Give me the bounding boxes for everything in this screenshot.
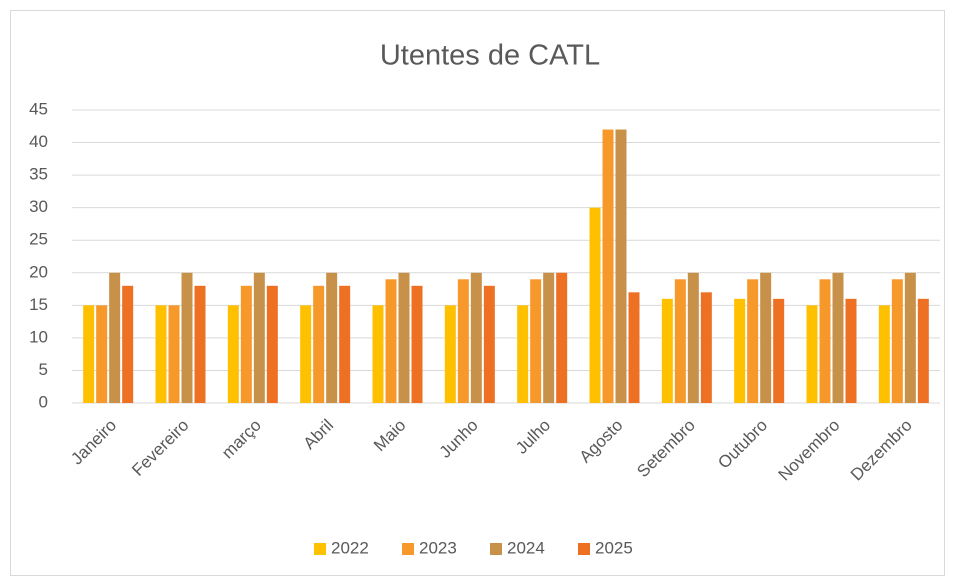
bar: [589, 207, 601, 403]
bar: [83, 305, 95, 403]
bar: [326, 272, 338, 403]
bar: [372, 305, 384, 403]
bar: [819, 279, 831, 403]
legend-swatch: [314, 543, 326, 555]
y-tick-label: 25: [29, 230, 48, 249]
bar: [687, 272, 699, 403]
bar: [615, 129, 627, 404]
bar: [122, 285, 134, 403]
bar: [457, 279, 469, 403]
bar: [411, 285, 423, 403]
bar: [300, 305, 312, 403]
bar: [832, 272, 844, 403]
y-tick-label: 45: [29, 99, 48, 118]
bar: [517, 305, 529, 403]
bar: [96, 305, 108, 403]
y-tick-label: 35: [29, 165, 48, 184]
bar: [313, 285, 325, 403]
bar: [700, 292, 712, 403]
bar: [602, 129, 614, 404]
bar: [266, 285, 278, 403]
bar: [806, 305, 818, 403]
bar: [891, 279, 903, 403]
y-tick-label: 30: [29, 197, 48, 216]
bar: [253, 272, 265, 403]
bar: [483, 285, 495, 403]
bar: [194, 285, 206, 403]
legend-swatch: [402, 543, 414, 555]
bar: [917, 298, 929, 403]
y-tick-label: 15: [29, 295, 48, 314]
bar: [398, 272, 410, 403]
legend-label: 2023: [419, 538, 457, 557]
legend-swatch: [490, 543, 502, 555]
bar: [109, 272, 121, 403]
y-tick-label: 10: [29, 327, 48, 346]
chart-title: Utentes de CATL: [380, 40, 600, 72]
bar: [904, 272, 916, 403]
bar: [240, 285, 252, 403]
y-tick-label: 5: [39, 360, 48, 379]
y-tick-label: 0: [39, 392, 48, 411]
bar: [444, 305, 456, 403]
bar: [661, 298, 673, 403]
bar: [168, 305, 180, 403]
bar: [760, 272, 772, 403]
legend-swatch: [578, 543, 590, 555]
bar: [747, 279, 759, 403]
y-tick-label: 40: [29, 132, 48, 151]
bar: [543, 272, 555, 403]
bar: [628, 292, 640, 403]
legend-label: 2022: [331, 538, 369, 557]
bar: [845, 298, 857, 403]
legend-label: 2024: [507, 538, 545, 557]
bar: [674, 279, 686, 403]
bar: [734, 298, 746, 403]
bar: [227, 305, 239, 403]
y-tick-label: 20: [29, 262, 48, 281]
bar: [385, 279, 397, 403]
bar: [339, 285, 351, 403]
bar: [181, 272, 193, 403]
bar: [470, 272, 482, 403]
bar: [878, 305, 890, 403]
bar: [155, 305, 167, 403]
bar: [556, 272, 568, 403]
legend-label: 2025: [595, 538, 633, 557]
bar: [530, 279, 542, 403]
bar: [773, 298, 785, 403]
